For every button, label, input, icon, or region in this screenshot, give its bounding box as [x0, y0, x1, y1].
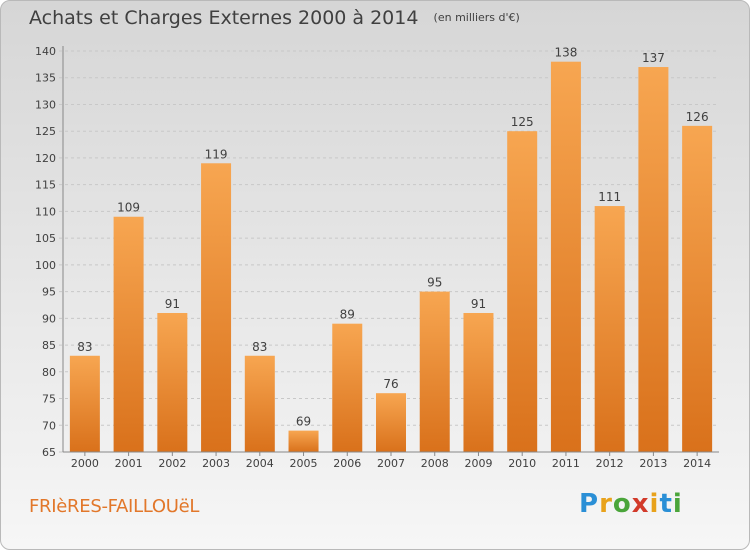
data-label-2008: 95 — [427, 276, 442, 290]
y-tick-label: 120 — [35, 152, 56, 165]
y-tick-label: 110 — [35, 205, 56, 218]
axis-layer: 65 70 75 80 85 90 95 100 105 110 115 120 125 130 135 14… — [35, 45, 719, 470]
logo-letter: i — [649, 489, 660, 519]
bar-2013 — [638, 67, 669, 452]
y-tick-label: 100 — [35, 259, 56, 272]
y-tick-label: 130 — [35, 98, 56, 111]
y-tick-label: 140 — [35, 45, 56, 58]
y-tick-label: 65 — [42, 446, 56, 459]
bar-2006 — [332, 323, 363, 452]
chart-title: Achats et Charges Externes 2000 à 2014 — [29, 7, 419, 29]
data-label-2010: 125 — [511, 115, 534, 129]
y-tick-label: 115 — [35, 179, 56, 192]
bar-2003 — [201, 163, 232, 452]
x-tick-label-2005: 2005 — [290, 457, 318, 470]
data-label-2013: 137 — [642, 51, 665, 65]
x-tick-label-2008: 2008 — [421, 457, 449, 470]
logo-letter: r — [599, 489, 613, 519]
data-label-2011: 138 — [554, 46, 577, 60]
y-tick-label: 80 — [42, 366, 56, 379]
logo-letter: x — [631, 489, 650, 519]
logo-letter: o — [612, 489, 632, 519]
bar-2011 — [550, 61, 581, 453]
bar-2009 — [463, 312, 494, 452]
bar-layer: 83 109 91 119 83 69 89 76 95 91 125 138 111 137 126 — [69, 46, 713, 453]
logo-letter: t — [659, 489, 673, 519]
x-tick-label-2006: 2006 — [333, 457, 361, 470]
bar-2004 — [244, 355, 275, 452]
x-tick-label-2004: 2004 — [246, 457, 274, 470]
data-label-2002: 91 — [165, 297, 180, 311]
logo-letter: i — [672, 489, 683, 519]
x-tick-label-2003: 2003 — [202, 457, 230, 470]
place-name: FRIèRES-FAILLOUëL — [29, 496, 200, 517]
y-tick-label: 95 — [42, 286, 56, 299]
bar-2001 — [113, 216, 144, 452]
y-tick-label: 135 — [35, 72, 56, 85]
x-tick-label-2014: 2014 — [683, 457, 711, 470]
chart-title-row: Achats et Charges Externes 2000 à 2014 (… — [29, 7, 520, 29]
bar-2005 — [288, 430, 319, 452]
data-label-2003: 119 — [205, 147, 228, 161]
x-tick-label-2009: 2009 — [464, 457, 492, 470]
y-tick-label: 75 — [42, 393, 56, 406]
x-tick-label-2011: 2011 — [552, 457, 580, 470]
bar-2014 — [682, 125, 713, 452]
x-tick-label-2013: 2013 — [639, 457, 667, 470]
bar-2007 — [376, 393, 406, 452]
y-tick-label: 90 — [42, 312, 56, 325]
data-label-2007: 76 — [383, 377, 398, 391]
x-tick-label-2001: 2001 — [115, 457, 143, 470]
x-tick-label-2002: 2002 — [158, 457, 186, 470]
data-label-2006: 89 — [340, 308, 355, 322]
x-tick-label-2010: 2010 — [508, 457, 536, 470]
y-tick-label: 125 — [35, 125, 56, 138]
bar-2002 — [157, 312, 188, 452]
bar-2010 — [507, 131, 538, 452]
bar-2012 — [594, 206, 625, 452]
bar-2008 — [419, 291, 450, 452]
y-tick-label: 70 — [42, 419, 56, 432]
data-label-2012: 111 — [598, 190, 621, 204]
y-tick-label: 85 — [42, 339, 56, 352]
data-label-2004: 83 — [252, 340, 267, 354]
bar-2000 — [69, 355, 100, 452]
x-tick-label-2012: 2012 — [596, 457, 624, 470]
chart-unit-note: (en milliers d'€) — [433, 11, 520, 24]
x-tick-label-2007: 2007 — [377, 457, 405, 470]
data-label-2000: 83 — [77, 340, 92, 354]
data-label-2014: 126 — [686, 110, 709, 124]
proxiti-logo[interactable]: Proxiti — [579, 489, 683, 519]
y-tick-label: 105 — [35, 232, 56, 245]
x-tick-label-2000: 2000 — [71, 457, 99, 470]
data-label-2009: 91 — [471, 297, 486, 311]
logo-letter: P — [579, 489, 600, 519]
data-label-2005: 69 — [296, 415, 311, 429]
data-label-2001: 109 — [117, 201, 140, 215]
